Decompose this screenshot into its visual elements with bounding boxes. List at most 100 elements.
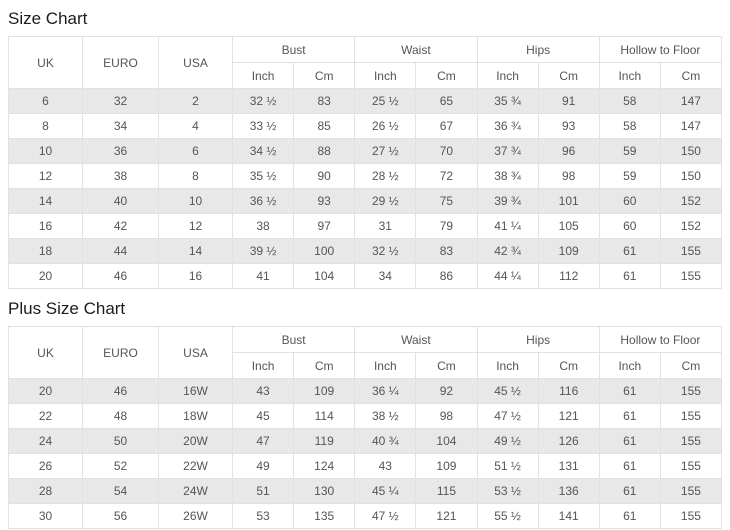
table-cell: 36 ½ bbox=[231, 188, 295, 214]
col-header-usa: USA bbox=[158, 326, 233, 379]
table-cell: 109 bbox=[537, 238, 600, 264]
table-cell: 36 ¼ bbox=[354, 378, 417, 404]
table-cell: 24W bbox=[158, 478, 233, 504]
table-cell: 147 bbox=[659, 88, 723, 114]
table-row: 10 36 6 34 ½ 88 27 ½ 70 37 ¾ 96 59 150 bbox=[8, 138, 723, 164]
table-cell: 34 bbox=[82, 113, 159, 139]
group-header-bust: Bust bbox=[231, 36, 356, 63]
table-cell: 24 bbox=[8, 428, 83, 454]
table-cell: 109 bbox=[415, 453, 478, 479]
table-cell: 22W bbox=[158, 453, 233, 479]
table-cell: 8 bbox=[8, 113, 83, 139]
table-cell: 29 ½ bbox=[354, 188, 417, 214]
unit-header-waist-cm: Cm bbox=[415, 62, 478, 89]
table-cell: 18W bbox=[158, 403, 233, 429]
unit-header-hips-inch: Inch bbox=[476, 62, 539, 89]
table-row: 22 48 18W 45 114 38 ½ 98 47 ½ 121 61 155 bbox=[8, 403, 723, 429]
col-header-uk: UK bbox=[8, 326, 83, 379]
table-cell: 97 bbox=[293, 213, 356, 239]
size-chart-body: 6 32 2 32 ½ 83 25 ½ 65 35 ¾ 91 58 147 8 34 4 33 ½ 85 26 … bbox=[8, 88, 723, 289]
table-cell: 34 bbox=[354, 263, 417, 289]
table-cell: 6 bbox=[8, 88, 83, 114]
table-cell: 33 ½ bbox=[231, 113, 295, 139]
table-cell: 88 bbox=[293, 138, 356, 164]
group-header-waist: Waist bbox=[354, 326, 478, 353]
table-cell: 91 bbox=[537, 88, 600, 114]
table-cell: 28 ½ bbox=[354, 163, 417, 189]
table-cell: 25 ½ bbox=[354, 88, 417, 114]
plus-size-chart-title: Plus Size Chart bbox=[8, 299, 126, 318]
table-cell: 58 bbox=[598, 113, 661, 139]
table-cell: 30 bbox=[8, 503, 83, 529]
table-cell: 16 bbox=[158, 263, 233, 289]
unit-header-hollow-cm: Cm bbox=[659, 352, 723, 379]
table-cell: 18 bbox=[8, 238, 83, 264]
group-header-hollow-to-floor: Hollow to Floor bbox=[598, 36, 723, 63]
table-cell: 43 bbox=[354, 453, 417, 479]
table-cell: 10 bbox=[158, 188, 233, 214]
table-cell: 12 bbox=[158, 213, 233, 239]
table-cell: 155 bbox=[659, 478, 723, 504]
table-cell: 60 bbox=[598, 188, 661, 214]
table-cell: 126 bbox=[537, 428, 600, 454]
table-cell: 100 bbox=[293, 238, 356, 264]
table-cell: 27 ½ bbox=[354, 138, 417, 164]
table-cell: 47 ½ bbox=[476, 403, 539, 429]
table-cell: 136 bbox=[537, 478, 600, 504]
table-cell: 61 bbox=[598, 478, 661, 504]
table-cell: 48 bbox=[82, 403, 159, 429]
unit-header-bust-inch: Inch bbox=[231, 352, 295, 379]
table-cell: 96 bbox=[537, 138, 600, 164]
table-cell: 20W bbox=[158, 428, 233, 454]
table-cell: 26 bbox=[8, 453, 83, 479]
table-cell: 12 bbox=[8, 163, 83, 189]
table-cell: 36 bbox=[82, 138, 159, 164]
table-cell: 54 bbox=[82, 478, 159, 504]
table-cell: 83 bbox=[415, 238, 478, 264]
table-cell: 104 bbox=[293, 263, 356, 289]
table-cell: 155 bbox=[659, 453, 723, 479]
table-row: 30 56 26W 53 135 47 ½ 121 55 ½ 141 61 155 bbox=[8, 503, 723, 529]
table-cell: 152 bbox=[659, 188, 723, 214]
table-cell: 38 bbox=[82, 163, 159, 189]
table-cell: 22 bbox=[8, 403, 83, 429]
table-row: 24 50 20W 47 119 40 ¾ 104 49 ½ 126 61 155 bbox=[8, 428, 723, 454]
table-cell: 79 bbox=[415, 213, 478, 239]
table-cell: 53 ½ bbox=[476, 478, 539, 504]
table-cell: 35 ½ bbox=[231, 163, 295, 189]
table-cell: 61 bbox=[598, 238, 661, 264]
unit-header-hips-cm: Cm bbox=[537, 352, 600, 379]
table-cell: 131 bbox=[537, 453, 600, 479]
table-cell: 42 bbox=[82, 213, 159, 239]
table-row: 16 42 12 38 97 31 79 41 ¼ 105 60 152 bbox=[8, 213, 723, 239]
table-cell: 26 ½ bbox=[354, 113, 417, 139]
table-cell: 112 bbox=[537, 263, 600, 289]
table-cell: 155 bbox=[659, 503, 723, 529]
unit-header-bust-cm: Cm bbox=[293, 62, 356, 89]
unit-header-hips-cm: Cm bbox=[537, 62, 600, 89]
table-cell: 70 bbox=[415, 138, 478, 164]
table-cell: 119 bbox=[293, 428, 356, 454]
table-cell: 86 bbox=[415, 263, 478, 289]
table-cell: 98 bbox=[415, 403, 478, 429]
table-cell: 53 bbox=[231, 503, 295, 529]
table-cell: 20 bbox=[8, 378, 83, 404]
table-cell: 34 ½ bbox=[231, 138, 295, 164]
table-cell: 72 bbox=[415, 163, 478, 189]
table-cell: 150 bbox=[659, 163, 723, 189]
table-cell: 61 bbox=[598, 453, 661, 479]
size-chart-table: UK EURO USA Bust Waist Hips Hollow to Fl… bbox=[8, 36, 723, 289]
table-cell: 51 bbox=[231, 478, 295, 504]
table-cell: 39 ¾ bbox=[476, 188, 539, 214]
table-row: 28 54 24W 51 130 45 ¼ 115 53 ½ 136 61 155 bbox=[8, 478, 723, 504]
table-cell: 155 bbox=[659, 238, 723, 264]
table-cell: 124 bbox=[293, 453, 356, 479]
table-cell: 109 bbox=[293, 378, 356, 404]
table-cell: 59 bbox=[598, 163, 661, 189]
unit-header-row: Inch Cm Inch Cm Inch Cm Inch Cm bbox=[9, 62, 723, 89]
table-cell: 20 bbox=[8, 263, 83, 289]
col-header-euro: EURO bbox=[82, 326, 159, 379]
unit-header-bust-inch: Inch bbox=[231, 62, 295, 89]
table-cell: 152 bbox=[659, 213, 723, 239]
table-cell: 58 bbox=[598, 88, 661, 114]
